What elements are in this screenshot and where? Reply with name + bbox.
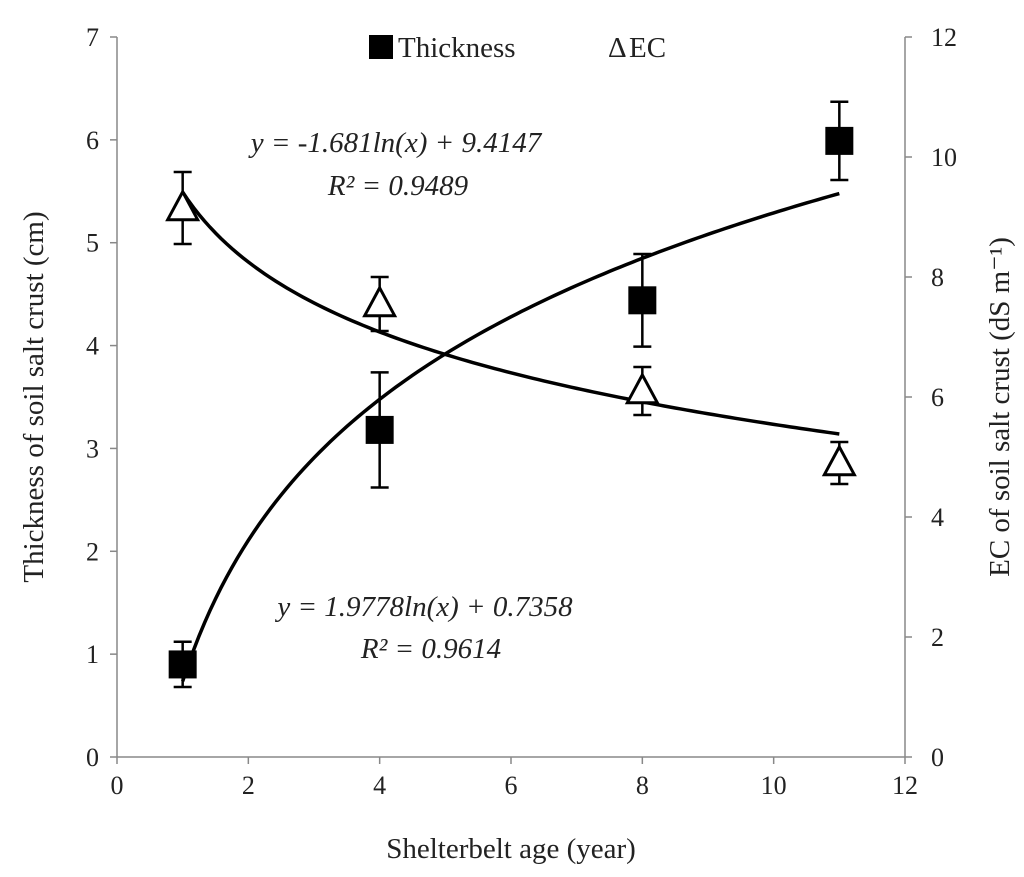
- y-left-ticks: 0 1 2 3 4 5 6 7: [86, 23, 117, 772]
- y-right-axis-label: EC of soil salt crust (dS m⁻¹): [984, 237, 1016, 577]
- y-right-tick-label: 0: [931, 743, 944, 772]
- y-right-tick-label: 8: [931, 263, 944, 292]
- y-left-tick-label: 3: [86, 434, 99, 463]
- legend-thickness-marker: [369, 35, 393, 59]
- y-left-tick-label: 2: [86, 537, 99, 566]
- thickness-fit-equation: y = 1.9778ln(x) + 0.7358: [274, 591, 573, 623]
- fit-curves: [181, 191, 840, 682]
- legend: Thickness Δ EC: [369, 32, 666, 64]
- x-ticks: 0 2 4 6 8 10 12: [111, 757, 918, 800]
- ec-point: [165, 188, 201, 222]
- y-right-tick-label: 6: [931, 383, 944, 412]
- x-axis-label: Shelterbelt age (year): [386, 833, 636, 865]
- ec-point: [624, 371, 660, 405]
- data-markers: [165, 126, 857, 679]
- y-right-tick-label: 4: [931, 503, 944, 532]
- legend-ec-label: EC: [629, 32, 666, 64]
- ec-fit-curve: [181, 191, 840, 436]
- y-left-axis-label: Thickness of soil salt crust (cm): [18, 211, 50, 582]
- x-tick-label: 12: [892, 771, 918, 800]
- thickness-fit-r2: R² = 0.9614: [360, 633, 501, 665]
- x-tick-label: 6: [505, 771, 518, 800]
- thickness-point: [825, 126, 854, 155]
- y-right-ticks: 0 2 4 6 8 10 12: [905, 23, 957, 772]
- y-left-tick-label: 6: [86, 126, 99, 155]
- y-left-tick-label: 0: [86, 743, 99, 772]
- ec-fit-r2: R² = 0.9489: [327, 170, 469, 202]
- x-tick-label: 0: [111, 771, 124, 800]
- legend-thickness-label: Thickness: [398, 32, 516, 64]
- y-left-tick-label: 1: [86, 640, 99, 669]
- x-tick-label: 8: [636, 771, 649, 800]
- y-right-tick-label: 12: [931, 23, 957, 52]
- thickness-fit-curve: [181, 191, 840, 682]
- y-right-tick-label: 10: [931, 143, 957, 172]
- x-tick-label: 2: [242, 771, 255, 800]
- thickness-point: [365, 415, 394, 444]
- x-tick-label: 4: [373, 771, 386, 800]
- ec-point: [821, 443, 857, 477]
- thickness-point: [168, 650, 197, 679]
- x-tick-label: 10: [761, 771, 787, 800]
- ec-fit-equation: y = -1.681ln(x) + 9.4147: [248, 127, 543, 159]
- thickness-point: [628, 286, 657, 315]
- ec-point: [362, 284, 398, 318]
- legend-ec-marker: Δ: [608, 32, 627, 64]
- y-left-tick-label: 5: [86, 229, 99, 258]
- y-left-tick-label: 7: [86, 23, 99, 52]
- y-left-tick-label: 4: [86, 332, 99, 361]
- y-right-tick-label: 2: [931, 623, 944, 652]
